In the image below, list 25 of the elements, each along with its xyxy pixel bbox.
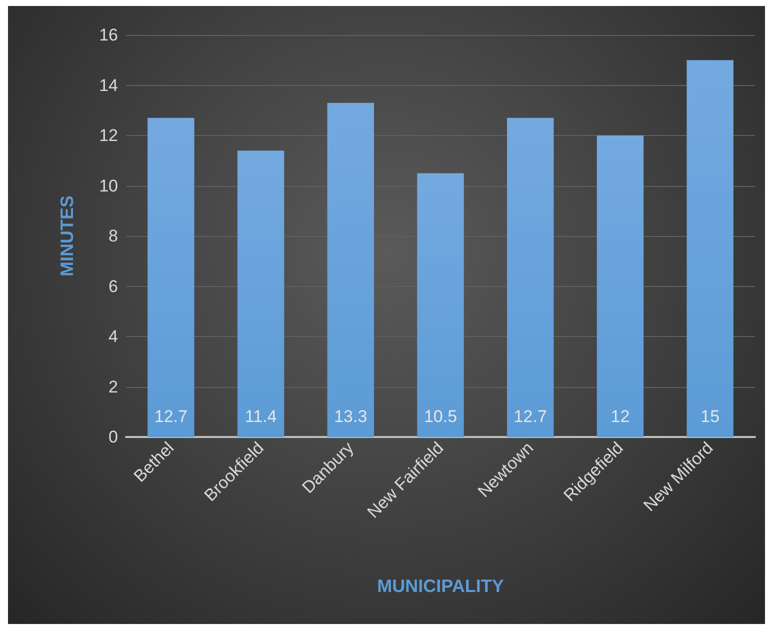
y-tick-label: 16 [99,26,118,44]
data-label: 12.7 [514,407,547,426]
y-tick-label: 10 [99,176,118,196]
y-tick-label: 8 [108,226,118,246]
bar [417,173,464,437]
bar [686,60,734,437]
bar [596,136,644,437]
bar [237,150,284,437]
y-tick-label: 14 [99,76,118,95]
data-label: 12 [610,407,630,426]
y-axis-title: MINUTES [57,196,77,276]
x-axis-title: MUNICIPALITY [377,576,504,596]
y-tick-label: 6 [108,276,118,296]
y-tick-label: 4 [108,327,118,346]
data-label: 15 [700,407,720,426]
bar [506,118,554,437]
data-label: 13.3 [334,407,368,426]
y-tick-label: 12 [99,126,118,145]
bar [327,102,374,437]
bar [148,118,194,437]
y-tick-label: 2 [108,377,118,396]
data-label: 12.7 [154,407,188,426]
data-label: 10.5 [424,407,458,426]
y-tick-label: 0 [108,428,118,446]
data-label: 11.4 [244,407,277,426]
